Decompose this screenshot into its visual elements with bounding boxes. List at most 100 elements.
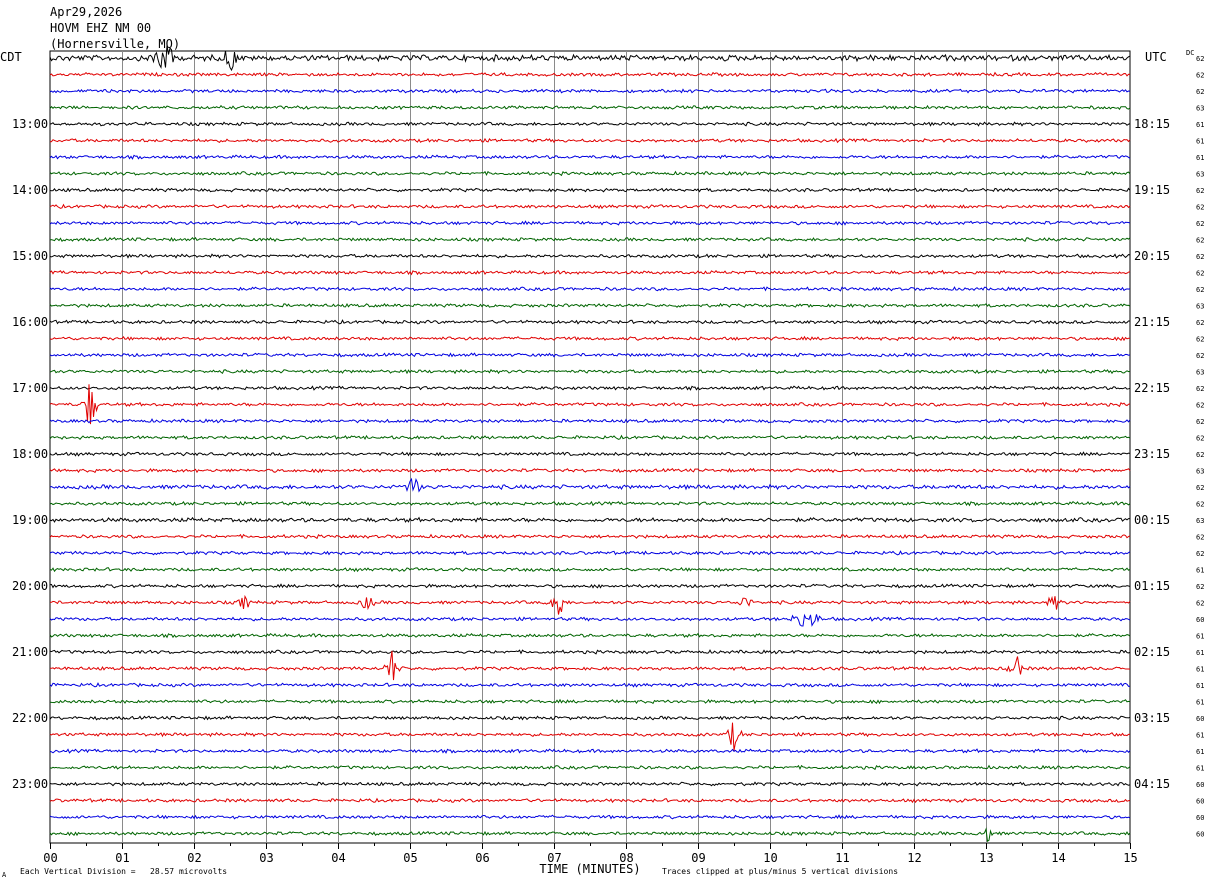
date-label: Apr29,2026: [50, 5, 123, 19]
station-label: HOVM EHZ NM 00: [50, 21, 152, 35]
cdt-hour-label: 22:00: [12, 711, 48, 725]
x-tick-label: 09: [691, 851, 705, 865]
dc-value: 61: [1196, 732, 1204, 740]
dc-value: 63: [1196, 303, 1204, 311]
dc-value: 62: [1196, 385, 1204, 393]
grid: [49, 50, 1131, 849]
seismic-trace: [49, 533, 1131, 540]
x-tick-label: 03: [259, 851, 273, 865]
x-tick-label: 10: [763, 851, 777, 865]
seismic-trace: [49, 187, 1131, 193]
seismic-trace: [49, 71, 1131, 78]
utc-hour-label: 21:15: [1134, 315, 1170, 329]
dc-value: 61: [1196, 682, 1204, 690]
dc-value: 62: [1196, 72, 1204, 80]
cdt-hour-label: 14:00: [12, 183, 48, 197]
x-tick-label: 05: [403, 851, 417, 865]
dc-value: 61: [1196, 138, 1204, 146]
dc-value: 61: [1196, 699, 1204, 707]
seismic-trace: [49, 137, 1131, 144]
dc-value: 61: [1196, 121, 1204, 129]
dc-value: 63: [1196, 369, 1204, 377]
dc-value: 61: [1196, 567, 1204, 575]
dc-value: 62: [1196, 501, 1204, 509]
dc-value: 62: [1196, 253, 1204, 261]
dc-value: 60: [1196, 616, 1204, 624]
seismic-trace: [49, 434, 1131, 441]
dc-value: 62: [1196, 187, 1204, 195]
seismic-trace: [49, 170, 1131, 177]
seismic-trace: [49, 88, 1131, 94]
x-tick-label: 12: [907, 851, 921, 865]
seismic-trace: [49, 45, 1131, 72]
dc-value: 61: [1196, 666, 1204, 674]
seismic-trace: [49, 352, 1131, 358]
x-tick-label: 01: [115, 851, 129, 865]
dc-value: 60: [1196, 814, 1204, 822]
seismic-trace: [49, 748, 1131, 754]
seismic-trace: [49, 154, 1131, 160]
seismic-trace: [49, 649, 1131, 655]
seismic-trace: [49, 335, 1131, 342]
clip-note: Traces clipped at plus/minus 5 vertical …: [662, 867, 899, 876]
cdt-label: CDT: [0, 50, 22, 64]
seismic-trace: [49, 764, 1131, 771]
dc-value: 61: [1196, 649, 1204, 657]
seismic-trace: [49, 384, 1131, 425]
seismic-trace: [49, 516, 1131, 524]
trace-group: [49, 45, 1131, 843]
seismic-trace: [49, 567, 1131, 573]
dc-value: 62: [1196, 484, 1204, 492]
x-tick-label: 06: [475, 851, 489, 865]
seismic-trace: [49, 550, 1131, 556]
cdt-hour-label: 19:00: [12, 513, 48, 527]
seismic-trace: [49, 715, 1131, 721]
x-axis-label: TIME (MINUTES): [539, 862, 640, 876]
dc-value: 62: [1196, 550, 1204, 558]
dc-value: 60: [1196, 831, 1204, 839]
seismic-trace: [50, 594, 1131, 615]
dc-value: 61: [1196, 633, 1204, 641]
seismic-trace: [49, 583, 1131, 589]
dc-value: 62: [1196, 286, 1204, 294]
seismic-trace: [49, 385, 1131, 391]
plot-header: Apr29,2026 HOVM EHZ NM 00 (Hornersville,…: [50, 4, 180, 52]
dc-value: 62: [1196, 451, 1204, 459]
seismic-trace: [49, 104, 1131, 111]
scale-note: Each Vertical Division = 28.57 microvolt…: [20, 867, 228, 876]
dc-value: 62: [1196, 418, 1204, 426]
seismic-trace: [49, 253, 1131, 259]
axis-labels: 00 01 02 03 04 05 06 07 08 09 10 11 12 13 14 15 TIME (MI…: [0, 49, 1204, 876]
dc-value: 62: [1196, 270, 1204, 278]
seismic-trace: [49, 650, 1131, 681]
cdt-hour-label: 21:00: [12, 645, 48, 659]
seismic-trace: [49, 722, 1131, 751]
seismic-trace: [49, 368, 1131, 375]
dc-value: 63: [1196, 105, 1204, 113]
dc-value: 63: [1196, 517, 1204, 525]
seismic-trace: [49, 269, 1131, 276]
dc-value: 63: [1196, 468, 1204, 476]
dc-value: 62: [1196, 220, 1204, 228]
x-tick-label: 13: [979, 851, 993, 865]
seismic-trace: [49, 477, 1131, 493]
dc-value: 60: [1196, 781, 1204, 789]
x-tick-label: 15: [1123, 851, 1137, 865]
utc-hour-label: 23:15: [1134, 447, 1170, 461]
dc-value: 61: [1196, 748, 1204, 756]
utc-hour-label: 00:15: [1134, 513, 1170, 527]
seismic-trace: [49, 467, 1131, 474]
seismic-trace: [49, 781, 1131, 787]
utc-label: UTC: [1145, 50, 1167, 64]
seismic-trace: [49, 203, 1131, 210]
cdt-hour-label: 15:00: [12, 249, 48, 263]
utc-hour-label: 01:15: [1134, 579, 1170, 593]
x-tick-label: 14: [1051, 851, 1065, 865]
seismic-trace: [49, 632, 1131, 639]
seismic-trace: [49, 236, 1131, 243]
dc-value: 62: [1196, 55, 1204, 63]
seismic-trace: [49, 302, 1131, 309]
x-tick-label: 08: [619, 851, 633, 865]
plot-frame: [49, 50, 1131, 844]
